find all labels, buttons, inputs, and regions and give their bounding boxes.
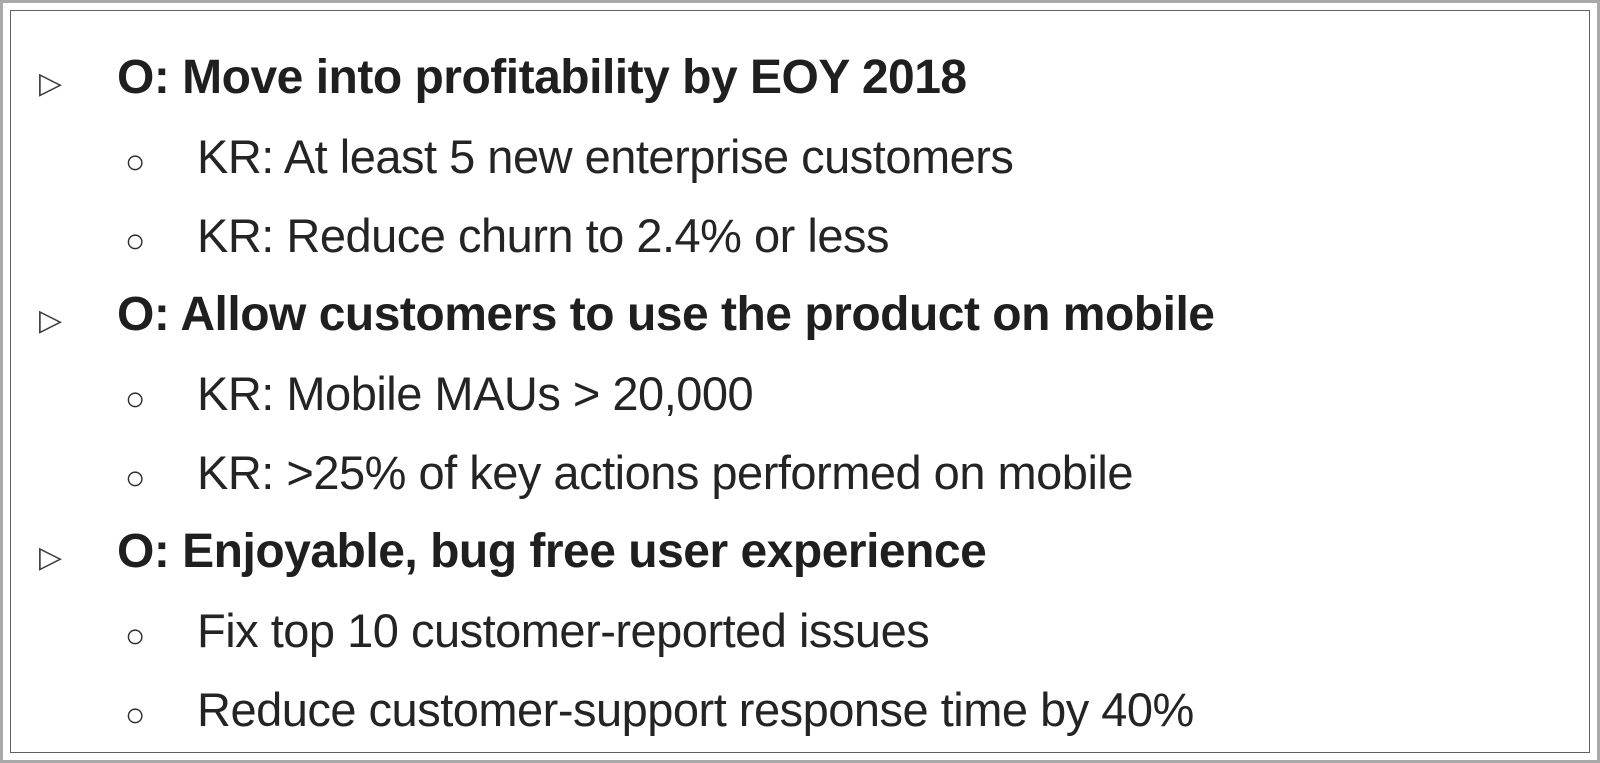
key-result-row: ○ KR: Mobile MAUs > 20,000: [125, 357, 1569, 436]
objective-label: O: Allow customers to use the product on…: [117, 288, 1215, 341]
objective-label: O: Move into profitability by EOY 2018: [117, 51, 967, 104]
bullet-circle-icon: ○: [125, 459, 146, 497]
key-result-label: Reduce customer-support response time by…: [197, 683, 1194, 736]
key-result-row: ○ Fix top 10 customer-reported issues: [125, 594, 1569, 673]
key-result-label: Fix top 10 customer-reported issues: [197, 604, 930, 657]
key-result-label: KR: At least 5 new enterprise customers: [197, 130, 1014, 183]
document-inner-border: ▷ O: Move into profitability by EOY 2018…: [10, 10, 1590, 753]
collapse-triangle-icon[interactable]: ▷: [39, 67, 63, 100]
objective-row: ▷ O: Enjoyable, bug free user experience: [39, 515, 1569, 594]
key-result-label: KR: Mobile MAUs > 20,000: [197, 367, 754, 420]
bullet-circle-icon: ○: [125, 222, 146, 260]
collapse-triangle-icon[interactable]: ▷: [39, 304, 63, 337]
objective-label: O: Enjoyable, bug free user experience: [117, 525, 987, 578]
okr-outline: ▷ O: Move into profitability by EOY 2018…: [39, 41, 1569, 752]
key-result-row: ○ KR: Reduce churn to 2.4% or less: [125, 199, 1569, 278]
collapse-triangle-icon[interactable]: ▷: [39, 541, 63, 574]
objective-row: ▷ O: Move into profitability by EOY 2018: [39, 41, 1569, 120]
key-result-row: ○ Reduce customer-support response time …: [125, 673, 1569, 752]
objective-row: ▷ O: Allow customers to use the product …: [39, 278, 1569, 357]
key-result-label: KR: >25% of key actions performed on mob…: [197, 446, 1133, 499]
key-result-label: KR: Reduce churn to 2.4% or less: [197, 209, 889, 262]
bullet-circle-icon: ○: [125, 143, 146, 181]
bullet-circle-icon: ○: [125, 696, 146, 734]
bullet-circle-icon: ○: [125, 380, 146, 418]
bullet-circle-icon: ○: [125, 617, 146, 655]
key-result-row: ○ KR: >25% of key actions performed on m…: [125, 436, 1569, 515]
key-result-row: ○ KR: At least 5 new enterprise customer…: [125, 120, 1569, 199]
